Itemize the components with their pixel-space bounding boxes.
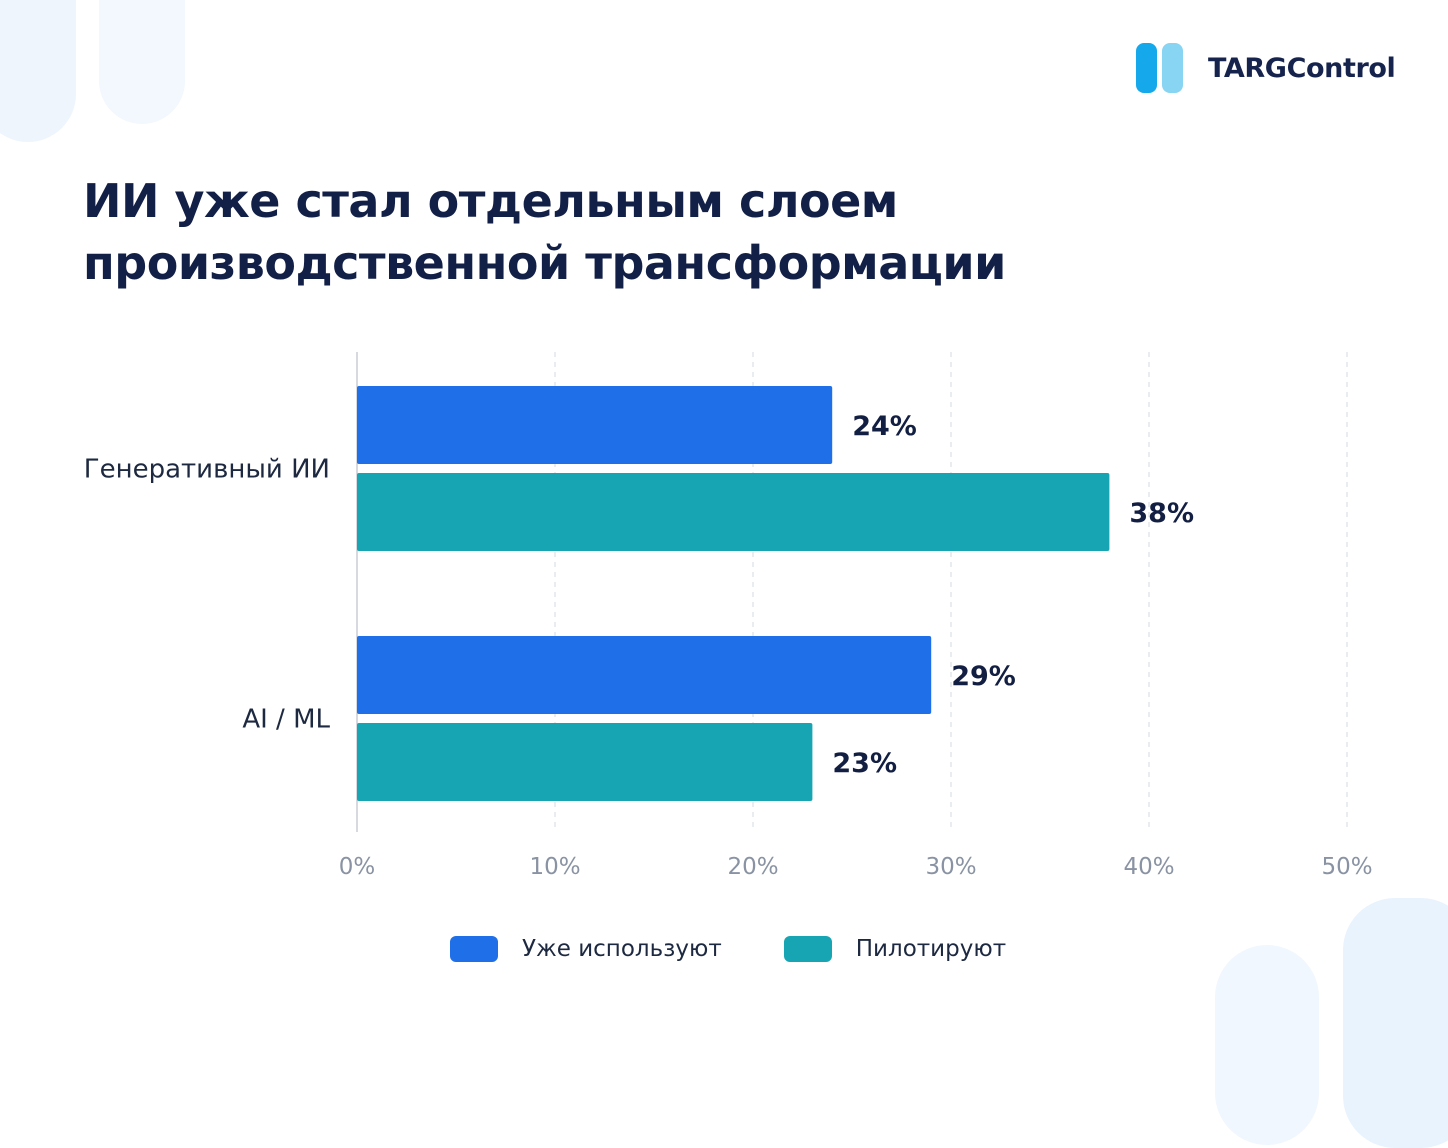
bar-value-label: 38% [1129, 498, 1194, 529]
legend-item-series-2: Пилотируют [783, 936, 1007, 962]
x-tick-label: 40% [1123, 854, 1174, 880]
bar [357, 473, 1110, 551]
brand-name: TARGControl [1208, 52, 1396, 84]
x-tick-label: 20% [727, 854, 778, 880]
brand-mark-bar-left [1136, 43, 1157, 93]
x-tick-label: 10% [529, 854, 580, 880]
legend-swatch-series-1 [450, 936, 498, 962]
legend-swatch-series-2 [783, 936, 832, 962]
bar [357, 386, 833, 464]
x-tick-label: 50% [1321, 854, 1372, 880]
bar-value-label: 23% [832, 748, 897, 779]
page-title-line-1: ИИ уже стал отдельным слоем [83, 174, 898, 228]
legend-item-series-1: Уже используют [450, 936, 722, 962]
category-label: AI / ML [242, 705, 330, 735]
brand-mark-icon [1136, 43, 1184, 93]
chart-legend: Уже используют Пилотируют [450, 936, 1068, 962]
bar-chart: 0% 10% 20% 30% 40% 50% 24% 38% Генеративный ИИ 29… [84, 352, 1373, 880]
brand-mark-bar-right [1162, 43, 1183, 93]
x-tick-label: 0% [339, 854, 376, 880]
bar-value-label: 24% [852, 411, 917, 442]
bar-value-label: 29% [951, 661, 1016, 692]
bar [357, 723, 813, 801]
bar [357, 636, 932, 714]
brand-logo: TARGControl [1136, 43, 1396, 93]
x-tick-label: 30% [925, 854, 976, 880]
legend-label-series-1: Уже используют [522, 936, 722, 962]
page-title: ИИ уже стал отдельным слоем производстве… [83, 170, 1233, 294]
page-title-line-2: производственной трансформации [83, 236, 1006, 290]
legend-label-series-2: Пилотируют [855, 936, 1007, 962]
category-label: Генеративный ИИ [84, 455, 330, 485]
